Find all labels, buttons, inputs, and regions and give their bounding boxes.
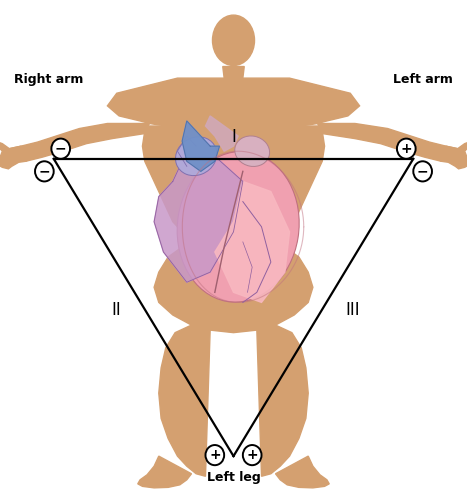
Polygon shape (318, 123, 458, 161)
Polygon shape (205, 116, 238, 151)
Polygon shape (0, 141, 33, 169)
Ellipse shape (212, 15, 255, 66)
Circle shape (243, 445, 262, 465)
Polygon shape (142, 126, 325, 249)
Polygon shape (154, 151, 243, 282)
Text: II: II (112, 301, 121, 319)
Polygon shape (257, 325, 308, 476)
Circle shape (205, 445, 224, 465)
Polygon shape (276, 456, 329, 488)
Polygon shape (223, 67, 244, 78)
Circle shape (413, 161, 432, 181)
Circle shape (35, 161, 54, 181)
Polygon shape (107, 78, 360, 126)
Polygon shape (154, 247, 313, 333)
Polygon shape (182, 121, 219, 171)
Ellipse shape (176, 137, 217, 175)
Text: −: − (417, 164, 428, 178)
Polygon shape (434, 141, 467, 169)
Circle shape (397, 139, 416, 159)
Ellipse shape (177, 152, 299, 302)
Ellipse shape (235, 136, 269, 166)
Text: Right arm: Right arm (14, 73, 84, 86)
Polygon shape (159, 325, 210, 476)
Polygon shape (138, 456, 191, 488)
Polygon shape (215, 181, 290, 302)
Text: Left leg: Left leg (206, 471, 261, 484)
Text: −: − (39, 164, 50, 178)
Polygon shape (9, 123, 149, 161)
Text: Left arm: Left arm (393, 73, 453, 86)
Text: +: + (209, 448, 220, 462)
Circle shape (51, 139, 70, 159)
Text: III: III (346, 301, 360, 319)
Text: +: + (247, 448, 258, 462)
Text: +: + (401, 142, 412, 156)
Text: I: I (231, 128, 236, 146)
Text: −: − (55, 142, 66, 156)
